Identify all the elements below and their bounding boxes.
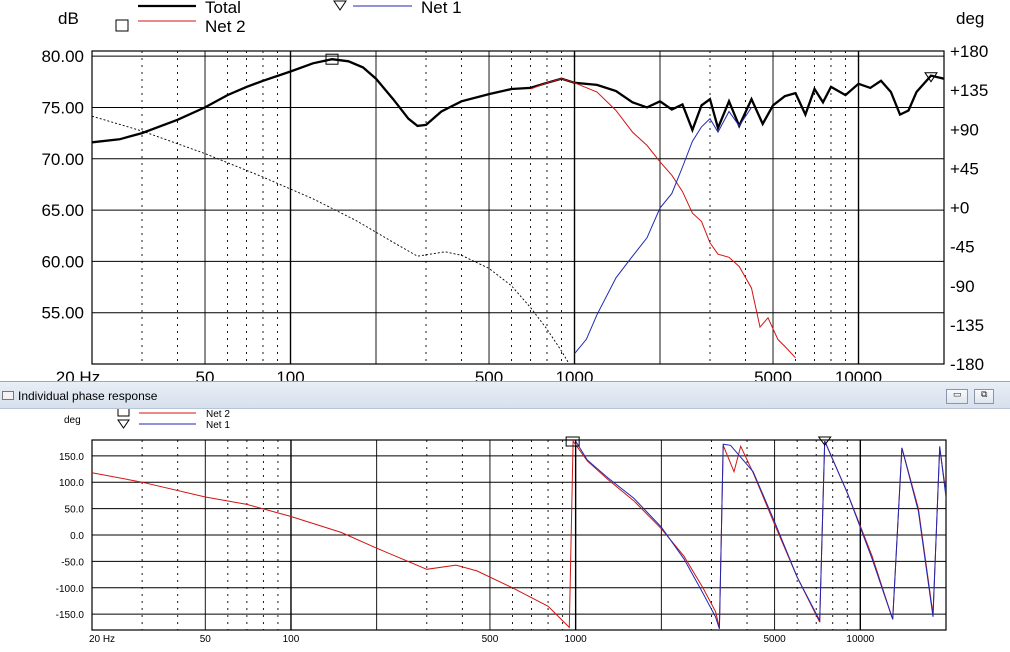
net2-marker — [325, 53, 339, 65]
right-tick-label: -135 — [950, 316, 984, 335]
bottom-legend-marker-square — [117, 407, 130, 417]
legend-marker-square — [115, 19, 129, 32]
left-tick-label: 70.00 — [41, 150, 84, 169]
right-tick-label: +0 — [950, 199, 969, 218]
right-tick-label: -45 — [950, 238, 975, 257]
bottom-chart-axes: 150.0 100.0 50.0 0.0 -50.0 -100.0 -150.0 20 Hz 5… — [56, 415, 947, 645]
bottom-y-tick-label: 0.0 — [70, 531, 84, 542]
left-tick-label: 80.00 — [41, 47, 84, 66]
left-axis-unit: dB — [58, 9, 79, 28]
bottom-x-tick-label: 50 — [200, 634, 212, 645]
restore-button[interactable]: ⧉ — [974, 389, 994, 404]
bottom-legend-label-net2: Net 2 — [206, 409, 230, 420]
series-net-1 — [574, 107, 752, 355]
right-tick-label: +135 — [950, 81, 988, 100]
left-tick-label: 60.00 — [41, 252, 84, 271]
right-axis-unit: deg — [956, 9, 984, 28]
net1-marker — [924, 72, 938, 83]
bottom-x-tick-label: 100 — [283, 634, 300, 645]
right-tick-label: +90 — [950, 120, 979, 139]
left-tick-label: 55.00 — [41, 304, 84, 323]
right-tick-label: -180 — [950, 355, 984, 374]
top-chart-axes: 80.00 75.00 70.00 65.00 60.00 55.00 +180 +135 +9… — [41, 9, 988, 387]
right-tick-label: +180 — [950, 42, 988, 61]
window-title: Individual phase response — [18, 389, 158, 403]
bottom-legend-label-net1: Net 1 — [206, 420, 230, 431]
minimize-icon: ▭ — [953, 389, 962, 399]
bottom-y-tick-label: 100.0 — [59, 478, 84, 489]
bottom-y-tick-label: -100.0 — [56, 584, 85, 595]
restore-icon: ⧉ — [981, 389, 988, 399]
bottom-x-tick-label: 500 — [482, 634, 499, 645]
bottom-y-tick-label: 50.0 — [65, 505, 85, 516]
left-tick-label: 65.00 — [41, 201, 84, 220]
series-net-2 — [530, 78, 796, 359]
bottom-series-net-1 — [575, 440, 946, 630]
bottom-net2-marker — [565, 436, 580, 447]
bottom-x-tick-label: 20 Hz — [89, 634, 115, 645]
bottom-x-tick-label: 5000 — [763, 634, 786, 645]
legend-label-net1: Net 1 — [421, 0, 462, 17]
top-chart-plot — [92, 53, 944, 363]
right-tick-label: +45 — [950, 159, 979, 178]
bottom-net1-marker — [817, 436, 832, 446]
bottom-x-tick-label: 10000 — [846, 634, 874, 645]
bottom-legend-marker-triangle — [117, 419, 130, 429]
left-tick-label: 75.00 — [41, 98, 84, 117]
bottom-chart-plot — [92, 436, 946, 630]
series-total-phase — [92, 115, 569, 363]
phase-window-titlebar[interactable]: Individual phase response ▭ ⧉ — [0, 381, 1010, 409]
bottom-y-tick-label: -150.0 — [56, 610, 85, 621]
bottom-axis-unit: deg — [64, 415, 81, 426]
bottom-y-tick-label: -50.0 — [61, 557, 84, 568]
top-frame — [91, 50, 945, 365]
legend-label-total: Total — [205, 0, 241, 17]
series-total — [92, 58, 944, 144]
bottom-y-tick-label: 150.0 — [59, 452, 84, 463]
bottom-x-tick-label: 1000 — [565, 634, 588, 645]
window-app-icon — [2, 391, 14, 400]
bottom-series-net-2 — [92, 440, 946, 629]
right-tick-label: -90 — [950, 277, 975, 296]
legend-label-net2: Net 2 — [205, 17, 246, 36]
minimize-button[interactable]: ▭ — [946, 389, 968, 404]
legend-marker-triangle — [333, 0, 347, 11]
